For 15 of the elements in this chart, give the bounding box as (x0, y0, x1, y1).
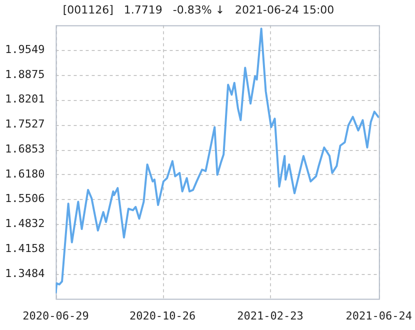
y-tick-label: 1.8875 (4, 68, 45, 81)
y-tick-label: 1.4832 (4, 217, 45, 230)
y-tick-label: 1.6180 (4, 167, 45, 180)
y-tick-label: 1.3484 (4, 266, 46, 280)
x-tick-label: 2020-06-29 (22, 309, 89, 322)
y-tick-label: 1.5506 (4, 192, 45, 206)
y-tick-label: 1.8201 (4, 92, 45, 106)
y-tick-label: 1.9549 (4, 42, 45, 56)
y-tick-label: 1.4158 (4, 242, 45, 255)
x-tick-label: 2021-02-23 (237, 309, 304, 322)
chart-title: [001126] 1.7719 -0.83% ↓ 2021-06-24 15:00 (62, 3, 334, 16)
x-tick-label: 2020-10-26 (129, 309, 196, 322)
x-tick-label: 2021-06-24 (346, 309, 412, 322)
y-tick-label: 1.7527 (4, 118, 45, 131)
y-tick-label: 1.6853 (4, 142, 45, 156)
